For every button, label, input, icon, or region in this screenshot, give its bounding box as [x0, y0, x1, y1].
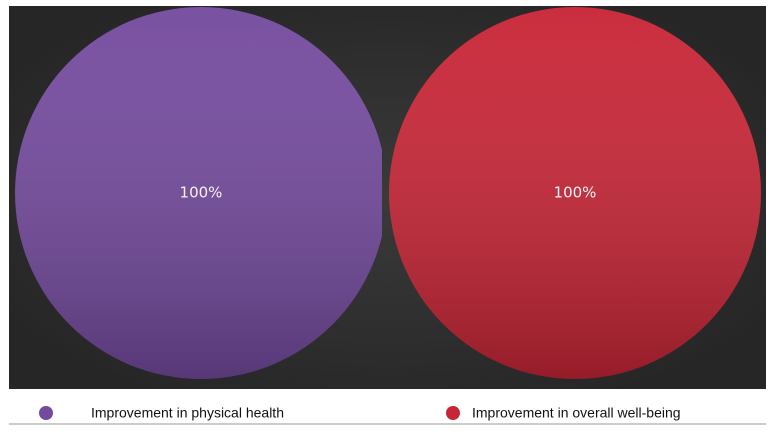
value-label: 100%	[554, 184, 597, 202]
value-label: 100%	[180, 184, 223, 202]
pie-chart: 100%	[15, 7, 382, 379]
pie-shade	[389, 7, 761, 379]
pie-shade	[15, 7, 382, 379]
legend-marker	[39, 406, 53, 420]
legend-marker	[446, 406, 460, 420]
legend-label: Improvement in overall well-being	[472, 405, 681, 421]
legend-label: Improvement in physical health	[91, 405, 284, 421]
pie-chart: 100%	[389, 7, 761, 379]
